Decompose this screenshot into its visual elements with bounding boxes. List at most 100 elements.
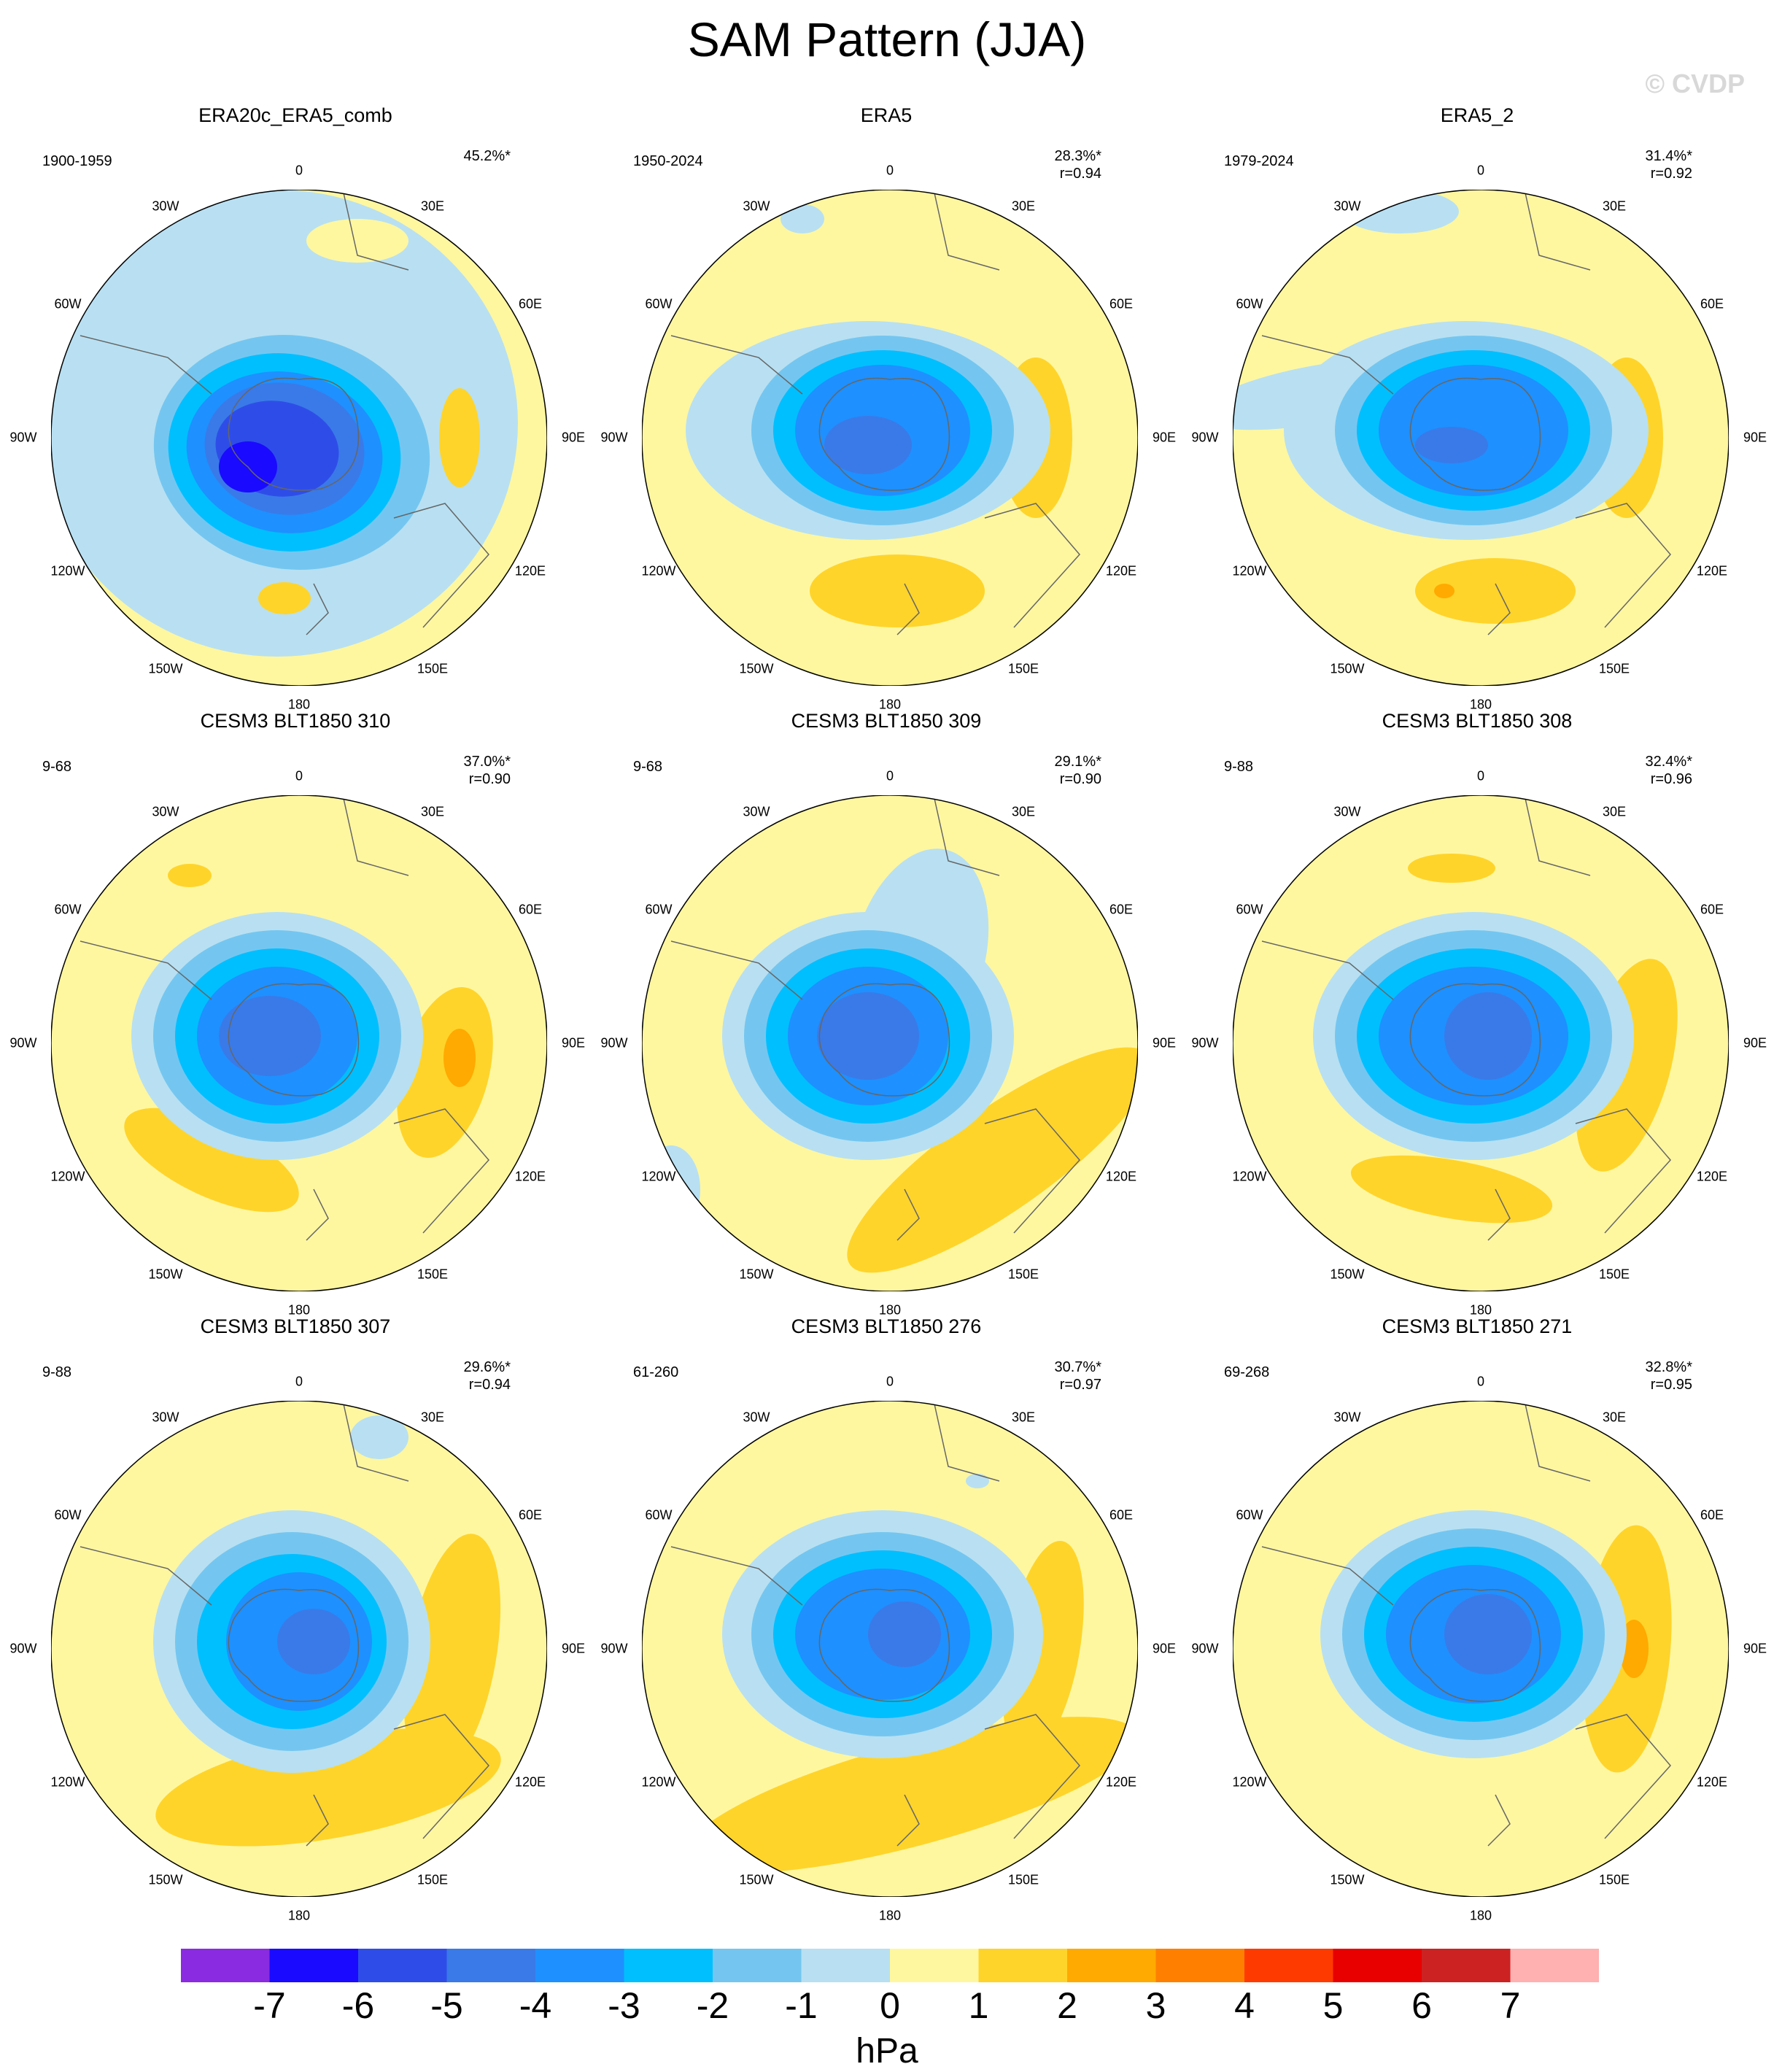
coastline — [1261, 190, 1671, 635]
colorbar-tick-label: 2 — [1057, 1985, 1077, 2026]
longitude-label: 30W — [152, 804, 179, 819]
coastline — [670, 190, 1080, 635]
longitude-label: 30W — [743, 1410, 770, 1425]
contour-region — [403, 1534, 501, 1779]
longitude-label: 60E — [1700, 296, 1724, 312]
longitude-label: 60W — [645, 902, 673, 917]
longitude-label: 0 — [295, 1374, 303, 1389]
longitude-label: 90W — [9, 1035, 37, 1051]
polar-map — [1233, 190, 1729, 686]
coastline — [228, 377, 360, 491]
explained-variance: 28.3%* — [1054, 148, 1102, 164]
explained-variance: 30.7%* — [1054, 1359, 1102, 1375]
contour-region — [124, 1107, 299, 1213]
longitude-label: 0 — [886, 768, 894, 784]
longitude-label: 60E — [1700, 1507, 1724, 1523]
colorbar-swatch — [624, 1949, 713, 1982]
contour-region — [817, 992, 919, 1080]
panel-period: 9-88 — [42, 1364, 72, 1380]
panel-stats: 28.3%* r=0.94 — [1029, 147, 1102, 182]
longitude-label: 90W — [600, 1035, 628, 1051]
explained-variance: 37.0%* — [463, 754, 511, 770]
pattern-correlation: r=0.97 — [1059, 1377, 1101, 1393]
longitude-label: 120E — [1105, 1774, 1136, 1790]
longitude-label: 90E — [1743, 430, 1767, 445]
longitude-label: 180 — [878, 697, 902, 712]
contour-region — [219, 996, 321, 1076]
colorbar-tick-label: 5 — [1322, 1985, 1344, 2026]
longitude-label: 180 — [287, 1908, 311, 1923]
longitude-label: 150W — [1330, 1872, 1365, 1887]
pattern-correlation: r=0.90 — [1059, 771, 1101, 787]
coastline — [1409, 1588, 1541, 1702]
longitude-label: 120E — [514, 1774, 546, 1790]
longitude-label: 90W — [9, 430, 37, 445]
panel-period: 1950-2024 — [633, 153, 703, 169]
longitude-label: 120W — [50, 563, 85, 579]
longitude-label: 90E — [561, 1035, 586, 1051]
contour-region — [966, 1474, 989, 1488]
polar-map — [642, 795, 1138, 1291]
colorbar-swatch — [890, 1949, 979, 1982]
coastline — [818, 377, 950, 491]
longitude-label: 30E — [1602, 804, 1627, 819]
polar-map — [1233, 795, 1729, 1291]
longitude-label: 60E — [518, 1507, 542, 1523]
panel-title: CESM3 BLT1850 310 — [200, 710, 391, 732]
longitude-label: 90W — [600, 430, 628, 445]
longitude-label: 0 — [1476, 768, 1485, 784]
longitude-label: 30W — [1333, 1410, 1361, 1425]
panel-period: 61-260 — [633, 1364, 679, 1380]
longitude-label: 150W — [148, 1872, 183, 1887]
map-panel: ERA5_2 1979-2024 31.4%* r=0.92 0 30E 60E 90E 120… — [1182, 102, 1773, 712]
panel-period: 1900-1959 — [42, 153, 112, 169]
contour-region — [847, 1047, 1138, 1273]
contour-region — [1444, 1594, 1532, 1674]
longitude-label: 90E — [1743, 1641, 1767, 1656]
colorbar-swatch — [446, 1949, 536, 1982]
longitude-label: 180 — [1469, 1908, 1492, 1923]
map-panel: ERA5 1950-2024 28.3%* r=0.94 0 30E 60E 90E 120E 1… — [591, 102, 1182, 712]
panel-stats: 32.4%* r=0.96 — [1619, 753, 1693, 788]
longitude-label: 90E — [561, 1641, 586, 1656]
longitude-label: 120E — [514, 563, 546, 579]
colorbar-swatch — [535, 1949, 624, 1982]
panel-title: CESM3 BLT1850 309 — [791, 710, 982, 732]
colorbar-swatch — [269, 1949, 359, 1982]
explained-variance: 29.1%* — [1054, 754, 1102, 770]
polar-map — [642, 1401, 1138, 1897]
panel-stats: 29.1%* r=0.90 — [1029, 753, 1102, 788]
longitude-label: 0 — [1476, 163, 1485, 178]
polar-map — [51, 795, 547, 1291]
polar-map — [1233, 1401, 1729, 1897]
panel-title: ERA20c_ERA5_comb — [198, 104, 392, 126]
contour-region — [1408, 854, 1495, 883]
longitude-label: 150E — [417, 661, 449, 676]
colorbar-swatch — [1244, 1949, 1333, 1982]
longitude-label: 150W — [1330, 661, 1365, 676]
colorbar-swatch — [1067, 1949, 1156, 1982]
longitude-label: 120W — [1232, 1169, 1267, 1184]
longitude-label: 150W — [739, 1267, 774, 1282]
longitude-label: 60W — [54, 902, 82, 917]
coastline — [1261, 795, 1671, 1241]
contour-region — [824, 416, 912, 474]
longitude-label: 60E — [518, 902, 542, 917]
longitude-label: 120W — [641, 1169, 676, 1184]
longitude-label: 150E — [1598, 1267, 1630, 1282]
coastline — [670, 795, 1080, 1241]
contour-region — [258, 582, 311, 614]
panel-period: 9-68 — [42, 759, 72, 775]
panel-period: 69-268 — [1224, 1364, 1270, 1380]
pattern-correlation: r=0.94 — [1059, 166, 1101, 182]
panel-title: CESM3 BLT1850 276 — [791, 1315, 982, 1337]
longitude-label: 120E — [1696, 563, 1727, 579]
contour-region — [868, 1601, 941, 1667]
longitude-label: 30W — [152, 198, 179, 214]
explained-variance: 32.8%* — [1645, 1359, 1693, 1375]
longitude-label: 150E — [1007, 1872, 1039, 1887]
longitude-label: 60W — [1236, 1507, 1263, 1523]
longitude-label: 30E — [420, 1410, 445, 1425]
contour-region — [642, 1145, 700, 1233]
colorbar-swatch — [713, 1949, 802, 1982]
